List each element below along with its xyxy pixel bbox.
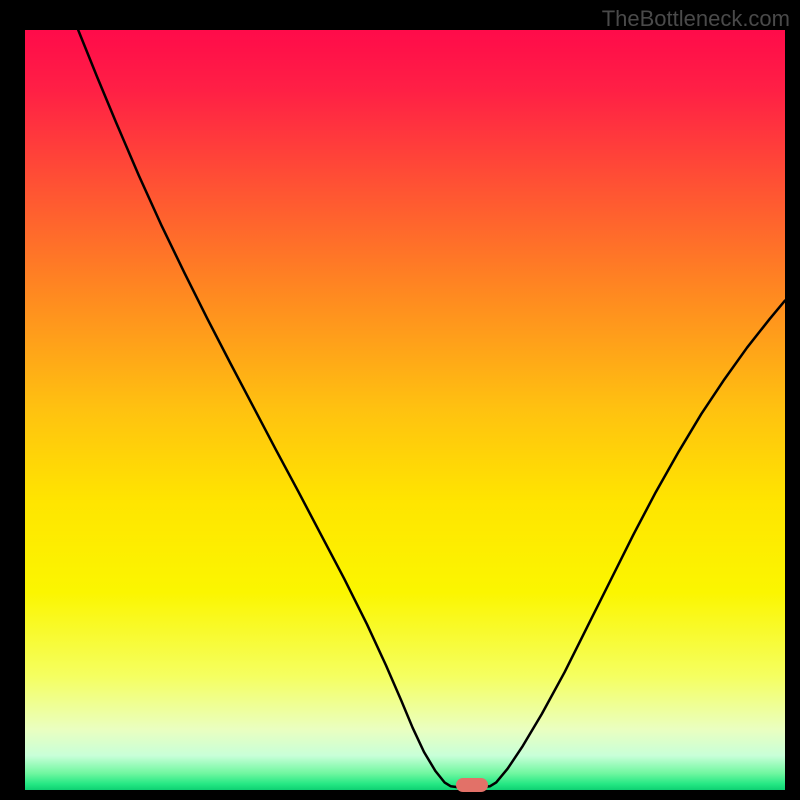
chart-minimum-marker	[456, 778, 488, 792]
chart-curve	[25, 30, 785, 790]
watermark-text: TheBottleneck.com	[602, 6, 790, 32]
chart-plot-area	[25, 30, 785, 790]
